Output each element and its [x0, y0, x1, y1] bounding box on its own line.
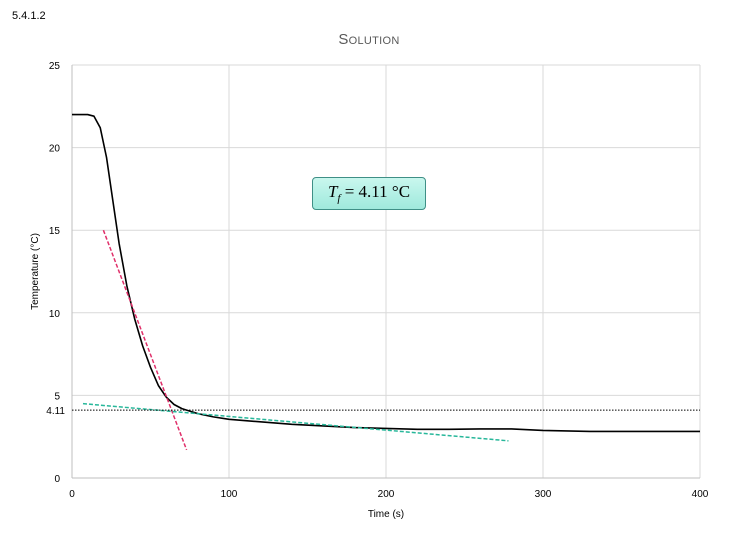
temperature-curve [72, 113, 700, 433]
x-tick-label: 0 [69, 489, 75, 500]
x-tick-label: 400 [692, 489, 709, 500]
y-tick-label: 15 [49, 226, 61, 237]
tick-labels: 0 100 200 300 400 0 5 10 15 20 25 [49, 61, 709, 500]
y-axis-label: Temperature (°C) [30, 233, 41, 310]
chart-title: Solution [338, 31, 400, 48]
y-tick-label: 10 [49, 309, 61, 320]
final-temperature-text: Tf = 4.11 °C [327, 182, 411, 205]
section-label: 5.4.1.2 [12, 10, 46, 22]
series-layer [72, 113, 700, 451]
x-tick-label: 300 [535, 489, 552, 500]
y-tick-label: 25 [49, 61, 61, 72]
final-temperature-annotation: Tf = 4.11 °C [312, 177, 426, 210]
x-tick-label: 100 [221, 489, 238, 500]
shallow-tangent-line [82, 402, 509, 442]
y-tick-label: 5 [54, 391, 60, 402]
y-tick-label: 0 [54, 474, 60, 485]
axes [71, 65, 700, 479]
y-tick-label: 20 [49, 144, 61, 155]
x-tick-label: 200 [378, 489, 395, 500]
reference-value-label: 4.11 [46, 406, 65, 417]
steep-tangent-line [102, 229, 188, 451]
grid-lines [72, 64, 701, 478]
x-axis-label: Time (s) [368, 509, 404, 520]
